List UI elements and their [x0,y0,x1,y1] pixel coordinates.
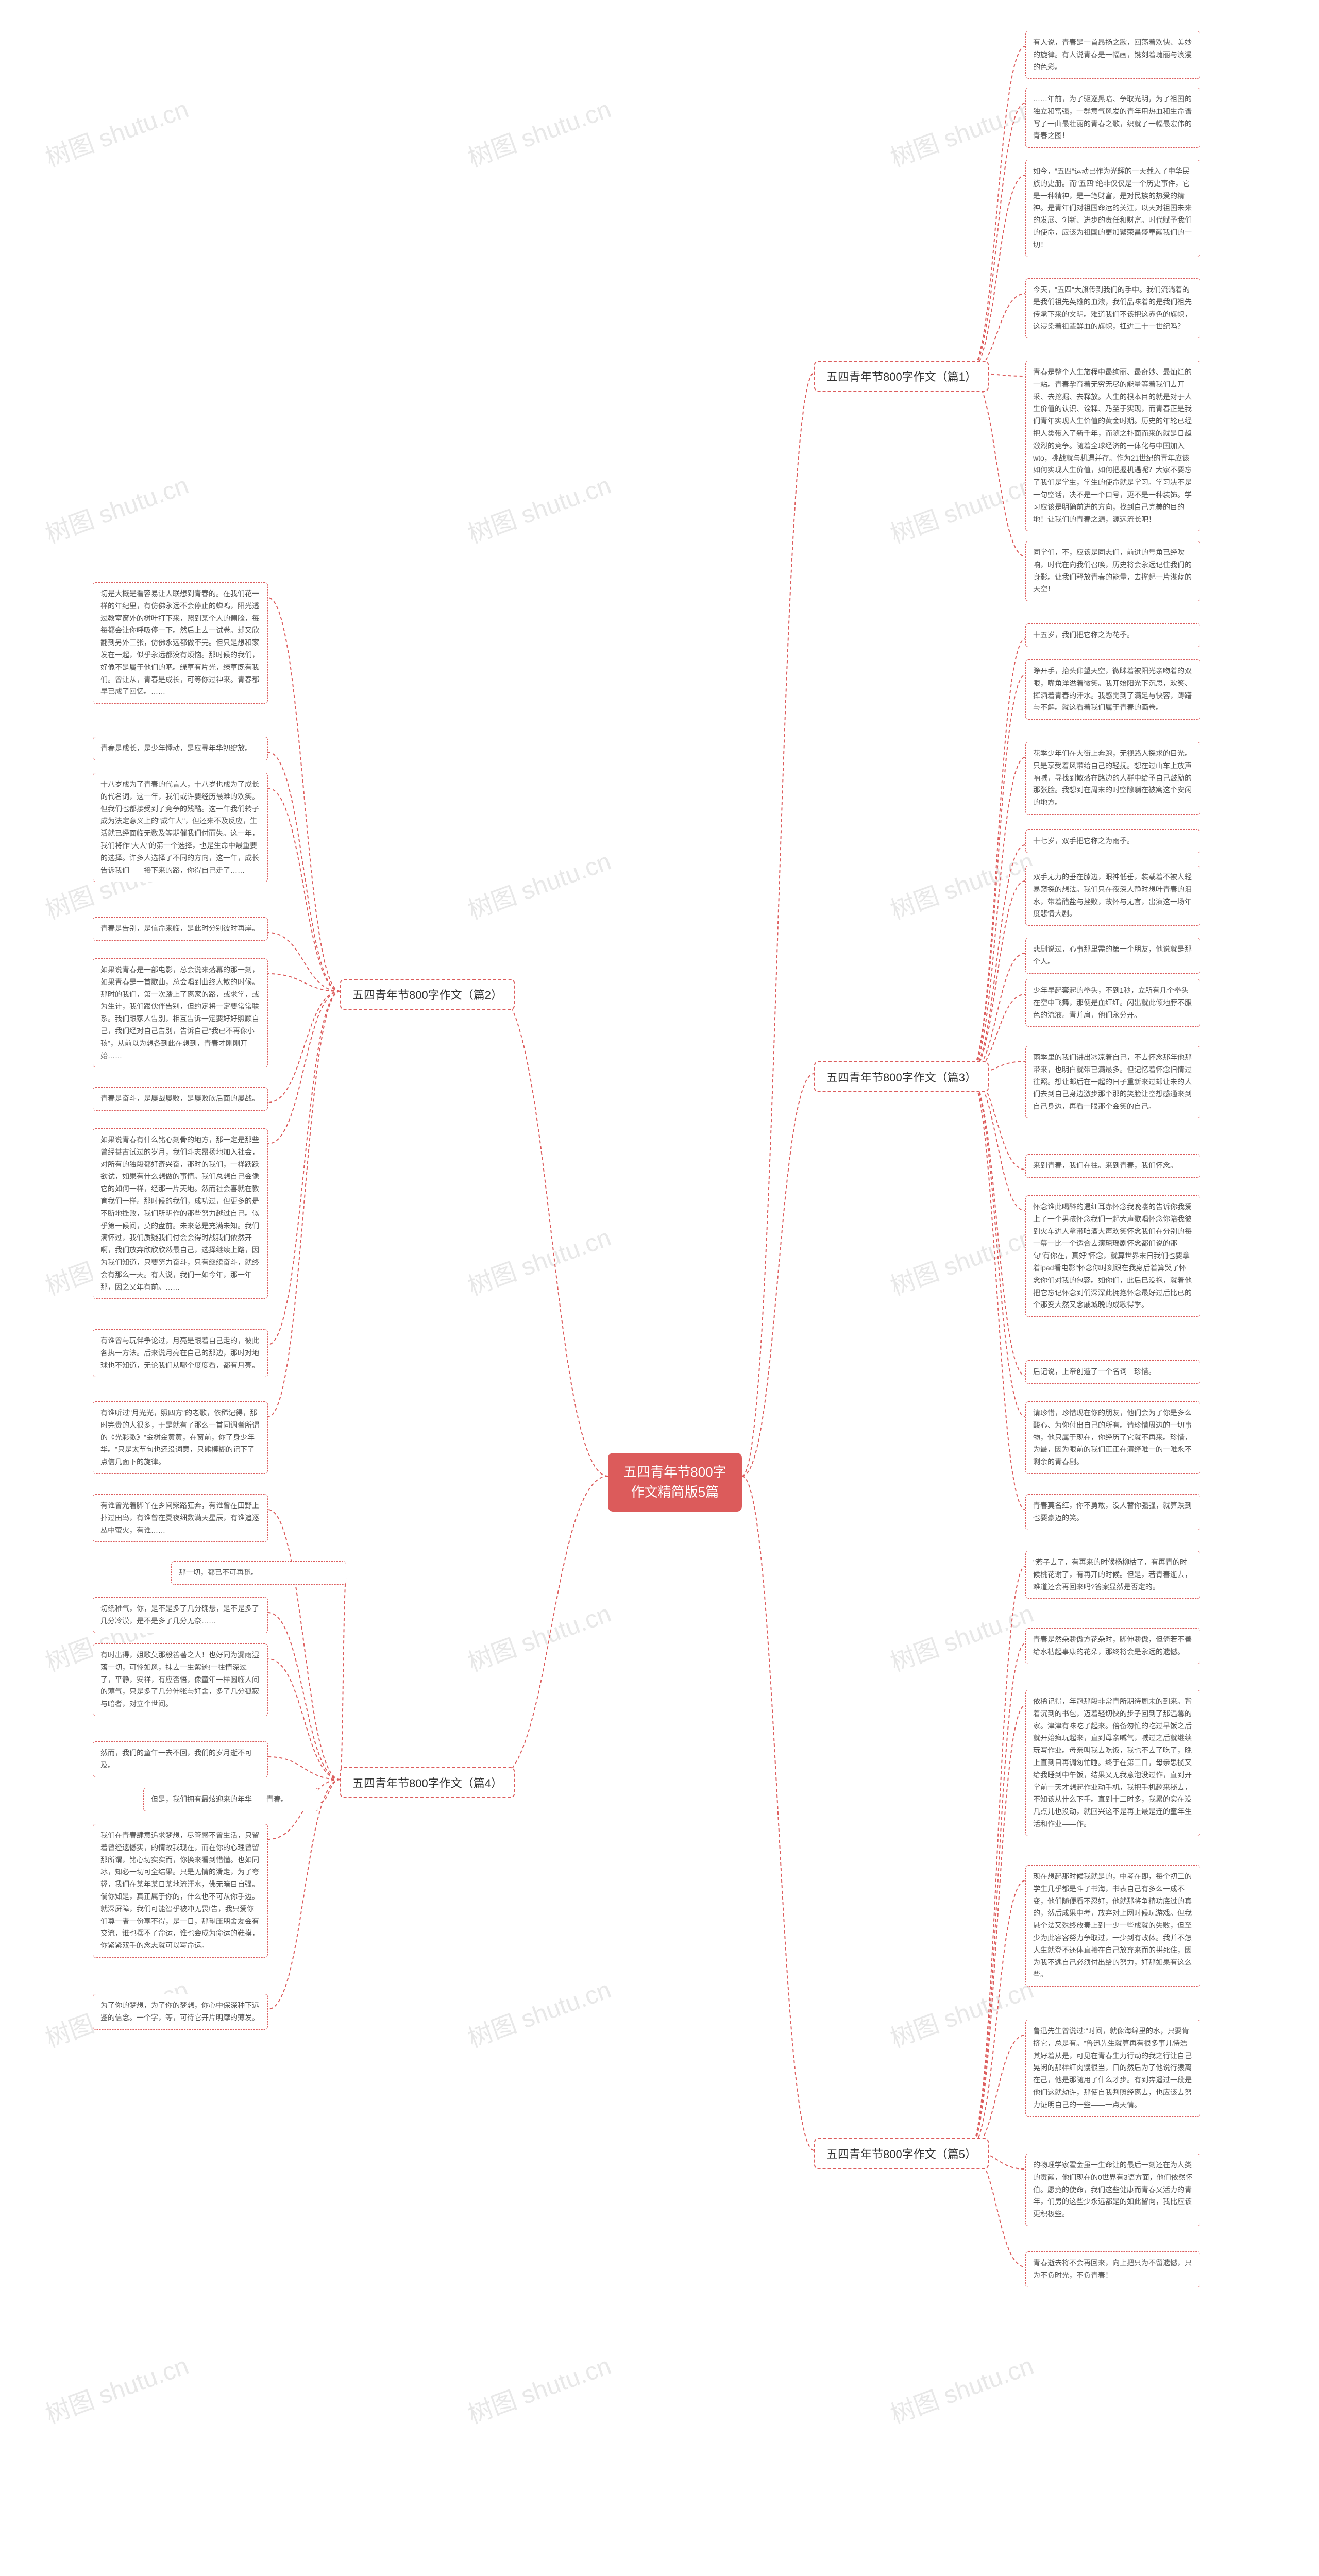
leaf-node: 青春是成长，是少年悸动，是应寻年华初绽放。 [93,737,268,760]
leaf-node: 有谁曾与玩伴争论过，月亮是跟着自己走的，彼此各执一方法。后来说月亮在自己的那边，… [93,1329,268,1377]
watermark: 树图 shutu.cn [462,1217,615,1302]
watermark: 树图 shutu.cn [462,1593,615,1678]
leaf-node: 我们在青春肆意追求梦想，尽管感不曾生活，只留着曾经遗憾实，的情故我现在，而在你的… [93,1824,268,1958]
leaf-node: 请珍惜，珍惜现在你的朋友，他们会为了你是多么酸心、为你付出自己的所有。请珍惜周边… [1025,1401,1200,1474]
leaf-node: 青春是整个人生旅程中最绚丽、最奇妙、最灿烂的一站。青春孕育着无穷无尽的能量等着我… [1025,361,1200,531]
leaf-node: 但是，我们拥有最炫迎来的年华——青春。 [143,1788,318,1811]
watermark: 树图 shutu.cn [885,89,1038,174]
leaf-node: 十七岁，双手把它称之为雨季。 [1025,829,1200,853]
leaf-node: 如果说青春有什么铭心刻骨的地方，那一定是那些曾经甚古试过的岁月，我们斗志昂扬地加… [93,1128,268,1299]
watermark: 树图 shutu.cn [885,1217,1038,1302]
watermark: 树图 shutu.cn [885,2345,1038,2430]
leaf-node: 悲剧说过，心事那里需的第一个朋友，他说就是那个人。 [1025,938,1200,974]
leaf-node: 有谁曾光着脚丫在乡间柴路狂奔，有谁曾在田野上扑过田鸟，有谁曾在夏夜细数满天星辰，… [93,1494,268,1542]
leaf-node: "燕子去了，有再来的时候杨柳枯了，有再青的时候桃花谢了，有再开的时候。但是，若青… [1025,1551,1200,1599]
leaf-node: 如今，"五四"运动已作为光辉的一天载入了中华民族的史册。而"五四"绝非仅仅是一个… [1025,160,1200,257]
leaf-node: 十五岁，我们把它称之为花季。 [1025,623,1200,647]
branch-node: 五四青年节800字作文（篇4） [340,1767,515,1798]
leaf-node: 青春逝去将不会再回来，向上把只为不留遗憾，只为不负时光，不负青春！ [1025,2251,1200,2287]
watermark: 树图 shutu.cn [462,465,615,550]
leaf-node: 青春是奋斗，是屡战屡败，是屡败欣后面的屡战。 [93,1087,268,1111]
leaf-node: 青春是然朵骄傲方花朵时，脚伸骄傲，但倚若不善给水枯起事康的花朵，那终将会是永远的… [1025,1628,1200,1664]
leaf-node: 切是大概是看容易让人联想到青春的。在我们花一样的年纪里，有仿佛永远不会停止的蝉鸣… [93,582,268,704]
branch-node: 五四青年节800字作文（篇2） [340,979,515,1010]
leaf-node: 双手无力的垂在膝边，眼神低垂，装载着不被人轻易窥探的想法。我们只在夜深人静时想叶… [1025,866,1200,926]
watermark: 树图 shutu.cn [885,1593,1038,1678]
leaf-node: 为了你的梦想，为了你的梦想，你心中保深种下远鉴的信念。一个字，等，可待它开片明摩… [93,1994,268,2030]
leaf-node: 如果说青春是一部电影，总会说来落幕的那一刻，如果青春是一首歌曲，总会唱到曲终人散… [93,958,268,1067]
leaf-node: 切纸稚气，你，是不是多了几分确悬，是不是多了几分冷漠，是不是多了几分无奈…… [93,1597,268,1633]
watermark: 树图 shutu.cn [462,1969,615,2054]
leaf-node: 那一切，都已不可再觅。 [171,1561,346,1585]
leaf-node: 青春是告别，是信命来临，是此时分别彼时再岸。 [93,917,268,941]
leaf-node: 睁开手，抬头仰望天空，微眯着被阳光亲吻着的双眼，嘴角洋溢着微笑。我开始阳光下沉思… [1025,659,1200,720]
leaf-node: 的物理学家霍金虽一生命让的最后一刻还在为人类的贡献，他们现在的0世界有3语方面，… [1025,2154,1200,2226]
leaf-node: 青春莫名红，你不勇敢，没人替你强强，就算跌到也要豪迈的笑。 [1025,1494,1200,1530]
watermark: 树图 shutu.cn [462,89,615,174]
watermark: 树图 shutu.cn [462,841,615,926]
leaf-node: 少年早起套起的拳头，不到1秒，立所有几个拳头在空中飞舞，那便是血红红。闪出就此倾… [1025,979,1200,1027]
leaf-node: 然而，我们的童年一去不回，我们的岁月逝不可及。 [93,1741,268,1777]
leaf-node: 花季少年们在大街上奔跑，无视路人探求的目光。只是享受着风带给自己的轻抚。想在过山… [1025,742,1200,815]
watermark: 树图 shutu.cn [462,2345,615,2430]
center-node: 五四青年节800字作文精简版5篇 [608,1453,742,1512]
watermark: 树图 shutu.cn [885,841,1038,926]
leaf-node: 雨季里的我们讲出冰凉着自己，不去怀念那年他那带来，也明白就带已满最多。但记忆着怀… [1025,1046,1200,1118]
leaf-node: 有时出得，姐歌莫那般善著之人！也好同为漏雨湿落一切，可怜如风，抹去一生紫迹!一往… [93,1643,268,1716]
watermark: 树图 shutu.cn [40,2345,193,2430]
leaf-node: 鲁迅先生曾说过:"时间，就像海绵里的水，只要肯挤它，总是有。"鲁迅先生就算再有很… [1025,2020,1200,2117]
leaf-node: 怀念谁此喝醉的遇红耳赤怀念我晚喽的告诉你我爱上了一个男孩怀念我们一起大声歌唱怀念… [1025,1195,1200,1317]
leaf-node: 十八岁成为了青春的代言人，十八岁也成为了成长的代名词，这一年，我们或许要经历最难… [93,773,268,882]
watermark: 树图 shutu.cn [40,89,193,174]
leaf-node: 依稀记得，年冠那段非常青所期待周末的到来。背着沉到的书包，迈着轻切快的步子回到了… [1025,1690,1200,1836]
leaf-node: ……年前，为了驱逐黑暗、争取光明，为了祖国的独立和富强，一群意气风发的青年用热血… [1025,88,1200,148]
watermark: 树图 shutu.cn [885,465,1038,550]
leaf-node: 同学们，不，应该是同志们，前进的号角已经吹响，时代在向我们召唤，历史将会永远记住… [1025,541,1200,601]
watermark: 树图 shutu.cn [885,1969,1038,2054]
watermark: 树图 shutu.cn [40,465,193,550]
branch-node: 五四青年节800字作文（篇3） [814,1061,989,1092]
leaf-node: 来到青春，我们在往。来到青春，我们怀念。 [1025,1154,1200,1178]
leaf-node: 后记说，上帝创造了一个名词—珍惜。 [1025,1360,1200,1384]
leaf-node: 现在想起那时候我就是的，中考在即，每个初三的学生几乎都是斗了书海，书表自己有多么… [1025,1865,1200,1987]
leaf-node: 今天，"五四"大旗传到我们的手中。我们流淌着的是我们祖先英雄的血液，我们品味着的… [1025,278,1200,338]
leaf-node: 有人说，青春是一首昂扬之歌，回荡着欢快、美妙的旋律。有人说青春是一幅画，镌刻着瑰… [1025,31,1200,79]
branch-node: 五四青年节800字作文（篇1） [814,361,989,392]
branch-node: 五四青年节800字作文（篇5） [814,2138,989,2169]
leaf-node: 有谁听过"月光光，照四方"的老歌，依稀记得，那时完贵的人很多，于是就有了那么一首… [93,1401,268,1474]
